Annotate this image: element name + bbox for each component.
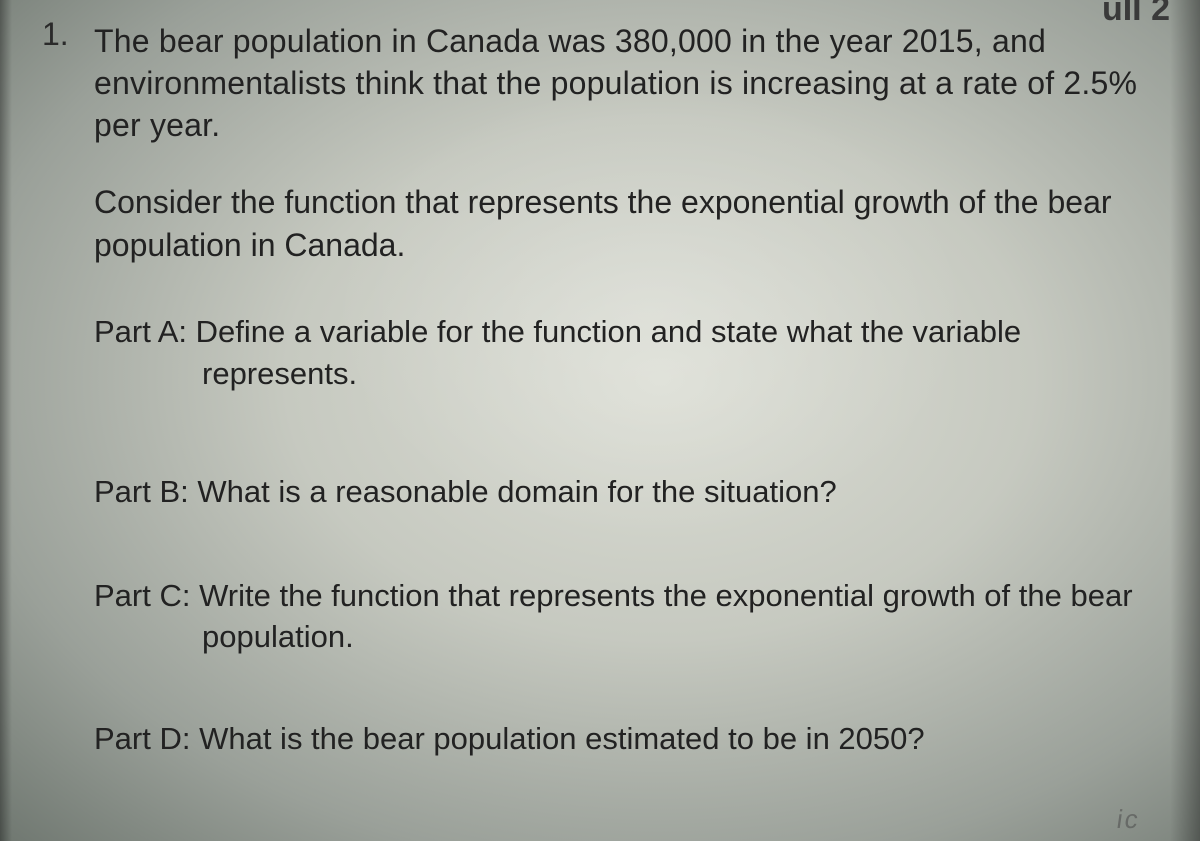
page-shadow-left xyxy=(0,0,12,841)
part-a: Part A: Define a variable for the functi… xyxy=(202,311,1160,395)
part-b: Part B: What is a reasonable domain for … xyxy=(202,471,1160,513)
question-intro-paragraph: The bear population in Canada was 380,00… xyxy=(94,20,1160,147)
part-a-label: Part A: xyxy=(94,314,187,349)
question-1: 1. The bear population in Canada was 380… xyxy=(36,0,1160,760)
part-a-text: Define a variable for the function and s… xyxy=(196,314,1021,391)
part-d-label: Part D: xyxy=(94,721,190,756)
page-shadow-right xyxy=(1170,0,1200,841)
bottom-right-artifact: ic xyxy=(1115,804,1142,835)
part-c: Part C: Write the function that represen… xyxy=(202,575,1160,659)
part-b-text: What is a reasonable domain for the situ… xyxy=(197,474,836,509)
part-d: Part D: What is the bear population esti… xyxy=(202,718,1160,760)
question-context-paragraph: Consider the function that represents th… xyxy=(94,181,1160,267)
part-c-text: Write the function that represents the e… xyxy=(199,578,1132,655)
part-c-label: Part C: xyxy=(94,578,190,613)
part-d-text: What is the bear population estimated to… xyxy=(199,721,925,756)
part-b-label: Part B: xyxy=(94,474,189,509)
worksheet-page: uII 2 1. The bear population in Canada w… xyxy=(0,0,1200,841)
question-number: 1. xyxy=(42,16,69,53)
